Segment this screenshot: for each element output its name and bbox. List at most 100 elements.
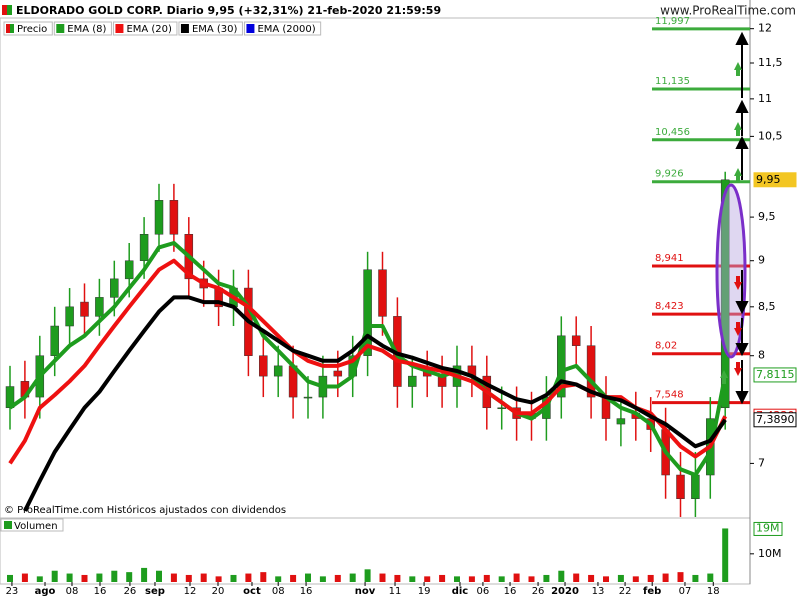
x-tick-label: 11 <box>389 586 402 597</box>
target-arrows <box>735 31 749 405</box>
volume-bar <box>36 576 43 582</box>
volume-bar <box>290 574 297 582</box>
volume-label: 19M <box>756 521 780 534</box>
volume-bar <box>528 576 535 582</box>
level-label: 9,926 <box>655 169 684 180</box>
volume-bar <box>439 574 446 582</box>
volume-bar <box>379 573 386 582</box>
up-arrows <box>720 62 742 384</box>
legend-label: EMA (8) <box>67 24 106 35</box>
x-tick-label: sep <box>145 586 165 597</box>
volume-bar <box>632 576 639 582</box>
volume-label-box <box>753 521 783 536</box>
value-marker-label: 7,8115 <box>756 368 795 381</box>
value-marker-label: 9,95 <box>756 173 781 186</box>
value-marker-box <box>753 412 797 428</box>
x-tick-label: 16 <box>300 586 313 597</box>
level-label: 8,02 <box>655 341 677 352</box>
candle-body <box>378 269 387 317</box>
volume-bar <box>170 573 177 582</box>
volume-bar <box>617 574 624 582</box>
volume-bar <box>424 576 431 582</box>
candle-body <box>497 407 506 410</box>
level-label: 11,997 <box>655 16 690 27</box>
candle-body <box>80 301 89 317</box>
volume-bar <box>81 574 88 582</box>
chart-title: ELDORADO GOLD CORP. Diario 9,95 (+32,31%… <box>16 4 441 17</box>
candle-body <box>273 365 283 377</box>
volume-bar <box>573 573 580 582</box>
level-label: 8,941 <box>655 253 684 264</box>
volume-bar <box>245 573 252 582</box>
y-tick-label: 12 <box>758 22 772 35</box>
x-tick-label: 26 <box>124 586 137 597</box>
y-tick-label: 7 <box>758 456 765 469</box>
candle-body <box>616 418 626 425</box>
x-tick-label: feb <box>643 586 661 597</box>
volume-icon <box>4 521 12 529</box>
candle-body <box>691 474 700 499</box>
volume-bar <box>156 570 162 582</box>
x-tick-label: 07 <box>679 586 692 597</box>
legend-item: EMA (2000) <box>243 21 322 36</box>
candle-body <box>169 200 179 235</box>
legend-item: EMA (30) <box>178 21 243 36</box>
x-tick-label: 19 <box>418 586 431 597</box>
y-tick-label: 8,5 <box>758 300 776 313</box>
volume-bar <box>454 576 460 582</box>
x-tick-label: 22 <box>619 586 632 597</box>
y-tick-label: 11,5 <box>758 56 783 69</box>
volume-bar <box>319 576 326 582</box>
volume-bar <box>260 572 267 582</box>
x-tick-label: dic <box>452 586 469 597</box>
volume-bar <box>722 528 729 582</box>
x-tick-label: 16 <box>504 586 517 597</box>
candle-body <box>363 269 372 356</box>
title-icon <box>2 5 7 15</box>
legend-swatch <box>6 24 10 33</box>
volume-bar <box>558 570 565 582</box>
x-tick-label: 08 <box>272 586 285 597</box>
legend-swatch <box>56 24 65 33</box>
level-label: 8,423 <box>655 301 684 312</box>
x-tick-label: 18 <box>707 586 720 597</box>
volume-bar <box>230 574 237 582</box>
volume-bar <box>483 574 490 582</box>
legend-item: EMA (8) <box>53 21 112 36</box>
candle-body <box>259 355 268 377</box>
value-marker-box <box>753 367 797 383</box>
legend-box <box>178 21 243 36</box>
volume-bar <box>588 574 595 582</box>
legend-label: EMA (20) <box>126 24 172 35</box>
level-label: 10,456 <box>655 127 690 138</box>
x-tick-label: 16 <box>94 586 107 597</box>
candle-body <box>65 306 74 327</box>
legend-swatch <box>115 24 124 33</box>
level-label: 11,135 <box>655 76 690 87</box>
volume-legend-box <box>0 518 64 532</box>
down-arrows <box>734 276 742 376</box>
volume-bar <box>349 573 356 582</box>
x-tick-label: 06 <box>477 586 490 597</box>
x-tick-label: 26 <box>532 586 545 597</box>
x-tick-label: 2020 <box>551 586 579 597</box>
legend-item: Precio <box>3 21 53 36</box>
volume-bar <box>692 574 699 582</box>
y-tick-label: 9,5 <box>758 210 776 223</box>
volume-bar <box>21 573 28 582</box>
value-marker-box <box>753 172 797 188</box>
annotations <box>715 31 749 405</box>
candle-body <box>95 297 104 317</box>
x-tick-label: 08 <box>66 586 79 597</box>
volume-bar <box>662 573 669 582</box>
x-tick-label: nov <box>355 586 376 597</box>
legend-item: EMA (20) <box>112 21 178 36</box>
volume-bar <box>185 574 192 582</box>
candle-body <box>303 396 313 399</box>
candle-body <box>333 370 343 377</box>
volume-bar <box>200 573 207 582</box>
volume-bar <box>66 573 73 582</box>
volume-bar <box>647 574 654 582</box>
volume-bar <box>215 576 222 582</box>
candle-body <box>557 335 566 398</box>
